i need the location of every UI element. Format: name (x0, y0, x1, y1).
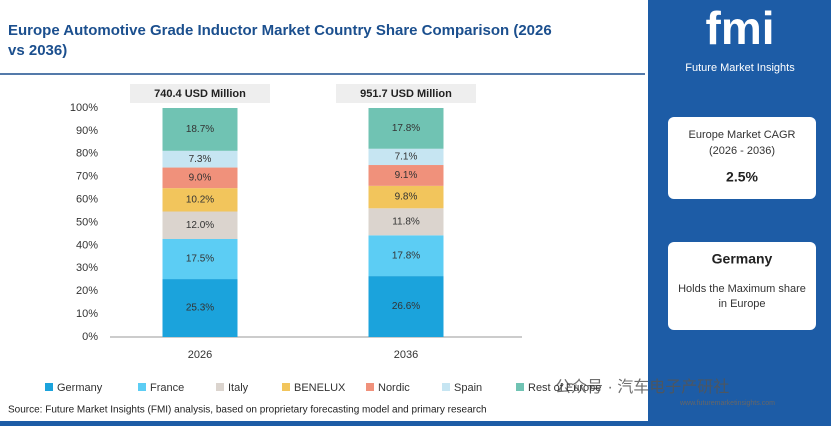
top-country-box (668, 242, 816, 330)
bar-label: 740.4 USD Million (154, 88, 246, 100)
value-label: 7.3% (189, 154, 212, 165)
bar-segment (368, 148, 444, 166)
sidebar (648, 0, 831, 426)
legend-swatch (45, 383, 53, 391)
cagr-box (668, 117, 816, 199)
logo: fmi (706, 2, 775, 54)
top-country: Germany (712, 251, 773, 267)
legend-label: Nordic (378, 382, 410, 394)
bar-segment (368, 165, 444, 186)
value-label: 17.8% (392, 123, 420, 134)
source: Source: Future Market Insights (FMI) ana… (8, 405, 487, 416)
value-label: 9.8% (395, 192, 418, 203)
x-tick-label: 2026 (188, 349, 212, 361)
watermark: 公众号 · 汽车电子产研社 (555, 378, 729, 396)
cagr-label: Europe Market CAGR (689, 129, 796, 141)
legend-swatch (516, 383, 524, 391)
y-tick-label: 40% (76, 239, 98, 251)
bar-label: 951.7 USD Million (360, 88, 452, 100)
y-tick-label: 70% (76, 171, 98, 183)
legend-label: Germany (57, 382, 103, 394)
legend-label: Spain (454, 382, 482, 394)
bar-segment (368, 276, 444, 337)
bar-label-box (336, 84, 476, 103)
value-label: 7.1% (395, 152, 418, 163)
bar-segment (162, 108, 238, 151)
top-country-note-box: Holds the Maximum share in Europe (678, 283, 806, 310)
value-label: 17.8% (392, 250, 420, 261)
legend-swatch (138, 383, 146, 391)
y-tick-label: 100% (70, 102, 98, 114)
legend-swatch (216, 383, 224, 391)
x-tick-label: 2036 (394, 349, 418, 361)
y-tick-label: 80% (76, 148, 98, 160)
legend-label: Italy (228, 382, 249, 394)
chart-title-line2: vs 2036) (8, 42, 67, 59)
legend-label: Rest of Europe (528, 382, 601, 394)
value-label: 9.1% (395, 170, 418, 181)
y-tick-label: 60% (76, 194, 98, 206)
logo-subtitle: Future Market Insights (685, 62, 795, 74)
y-tick-label: 0% (82, 331, 98, 343)
value-label: 11.8% (392, 216, 420, 227)
y-tick-label: 50% (76, 216, 98, 228)
value-label: 10.2% (186, 194, 214, 205)
cagr-period: (2026 - 2036) (709, 145, 775, 157)
y-tick-label: 10% (76, 308, 98, 320)
bar-segment (368, 208, 444, 236)
legend-label: BENELUX (294, 382, 346, 394)
legend-label: France (150, 382, 184, 394)
top-country-note: Holds the Maximum share in Europe (678, 283, 806, 310)
bottom-strip (0, 421, 648, 426)
bar-segment (162, 238, 238, 280)
legend-swatch (366, 383, 374, 391)
legend-swatch (442, 383, 450, 391)
value-label: 18.7% (186, 124, 214, 135)
y-tick-label: 20% (76, 285, 98, 297)
cagr-value: 2.5% (726, 169, 758, 185)
value-label: 9.0% (189, 172, 212, 183)
bar-segment (162, 167, 238, 189)
bar-label-box (130, 84, 270, 103)
website: www.futuremarketinsights.com (679, 400, 775, 407)
y-tick-label: 30% (76, 262, 98, 274)
value-label: 25.3% (186, 303, 214, 314)
bar-segment (162, 211, 238, 239)
bar-segment (162, 188, 238, 212)
bar-segment (368, 108, 444, 149)
bar-segment (162, 150, 238, 168)
chart-title-line1: Europe Automotive Grade Inductor Market … (8, 22, 552, 39)
value-label: 26.6% (392, 301, 420, 312)
legend-swatch (282, 383, 290, 391)
bar-segment (368, 185, 444, 209)
value-label: 17.5% (186, 254, 214, 265)
y-tick-label: 90% (76, 125, 98, 137)
bar-segment (162, 279, 238, 337)
bar-segment (368, 235, 444, 277)
value-label: 12.0% (186, 220, 214, 231)
